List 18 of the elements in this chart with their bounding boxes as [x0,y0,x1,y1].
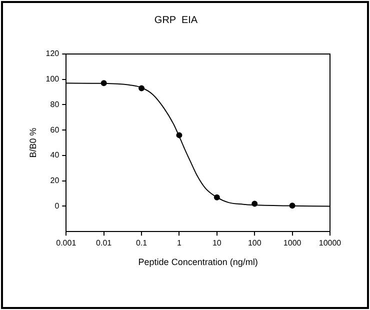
x-tick-label: 0.1 [136,238,148,248]
y-tick-label: 20 [50,176,60,186]
y-axis-title: B/B0 % [28,128,38,158]
y-tick-label: 80 [50,100,60,109]
x-tick-label: 1000 [283,238,302,248]
x-tick-label: 10 [212,238,222,248]
y-tick-label: 40 [50,150,60,160]
y-tick-label: 120 [46,49,60,58]
x-axis-title: Peptide Concentration (ng/ml) [138,257,258,268]
x-tick-label: 0.001 [56,238,77,248]
y-tick-label: 100 [46,74,60,84]
x-tick-label: 0.01 [96,238,112,248]
x-tick-label: 1 [177,238,182,248]
x-tick-label: 10000 [318,238,342,248]
y-tick-label: 60 [50,125,60,134]
chart-title: GRP EIA [154,14,198,26]
x-tick-label: 100 [248,238,262,248]
y-tick-label: 0 [54,201,60,210]
